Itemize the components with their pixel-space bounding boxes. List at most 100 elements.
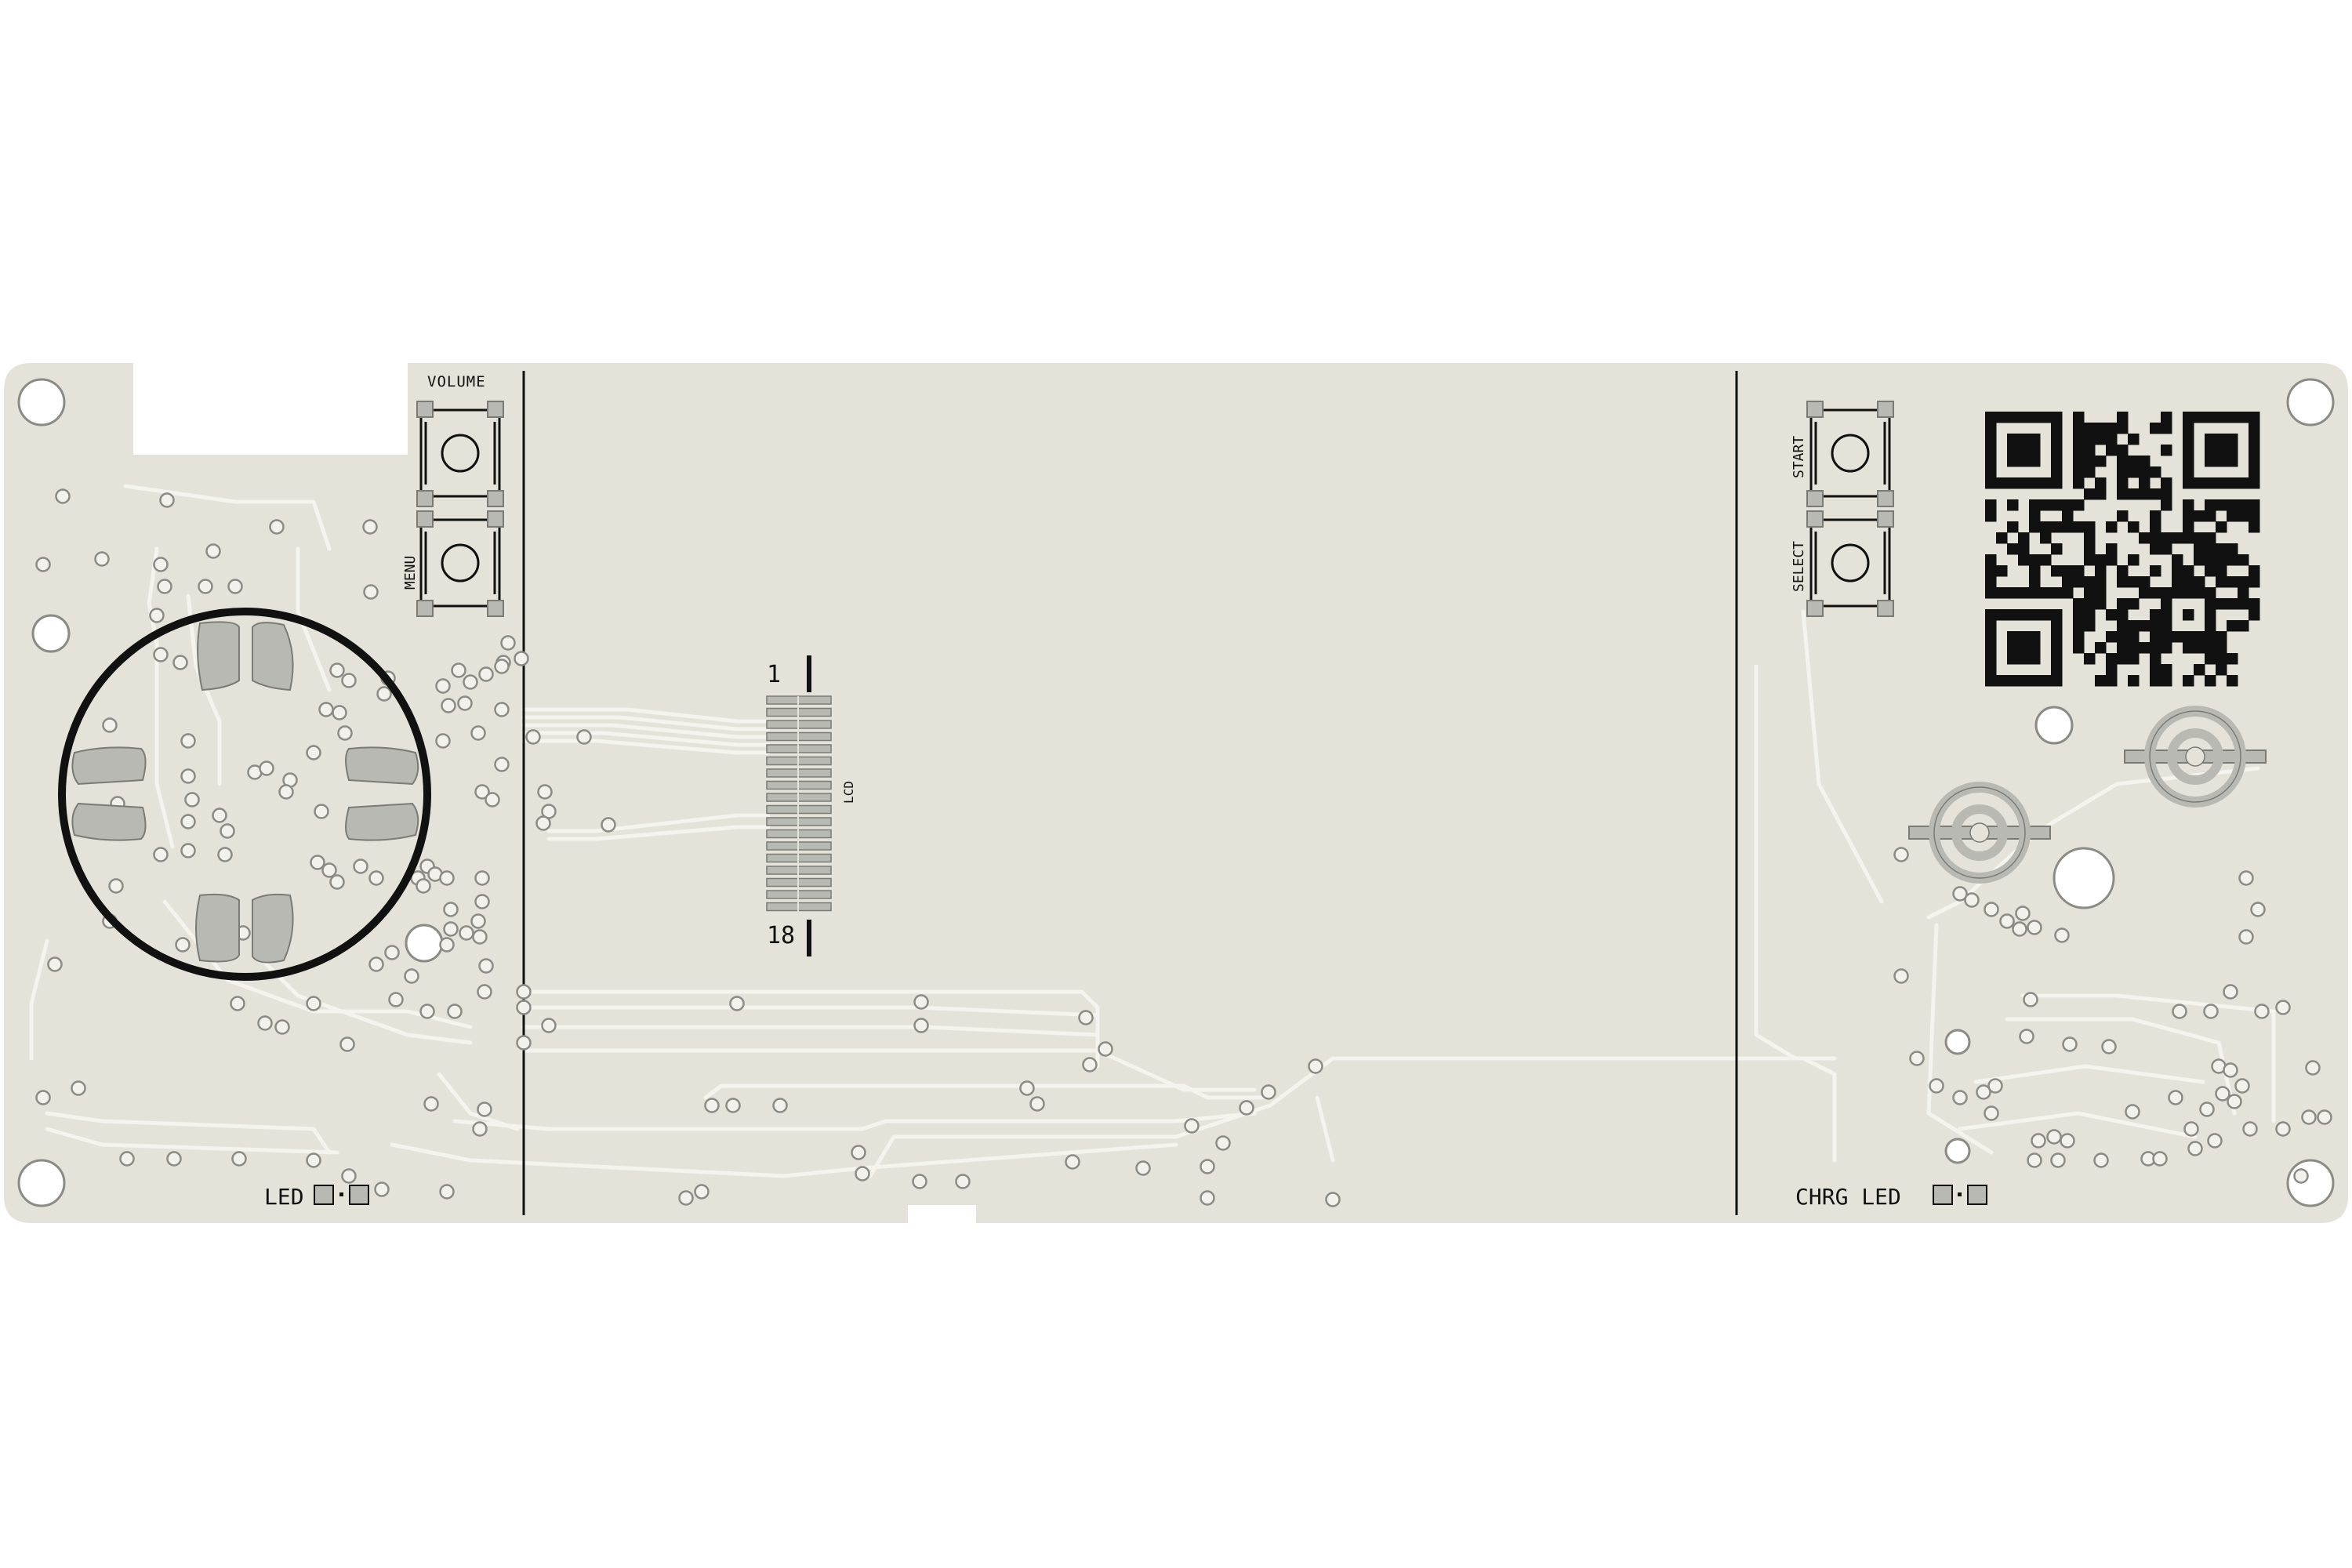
qr-module <box>2183 466 2194 478</box>
via-112 <box>341 1168 357 1184</box>
via-164 <box>2031 1133 2046 1149</box>
qr-module <box>2051 466 2063 478</box>
qr-module <box>2183 521 2194 533</box>
qr-module <box>2106 675 2118 687</box>
trace-31 <box>29 938 49 1061</box>
qr-module <box>2161 532 2172 544</box>
via-62 <box>314 804 329 819</box>
via-25 <box>463 674 478 690</box>
qr-module <box>2205 477 2216 489</box>
via-185 <box>2317 1109 2332 1125</box>
qr-module <box>2062 587 2074 599</box>
qr-module <box>2161 598 2172 610</box>
qr-module <box>2216 642 2227 654</box>
qr-module <box>2095 565 2107 577</box>
trace-30 <box>45 1127 339 1155</box>
speaker-pad-hole <box>1969 822 1990 843</box>
select-button-body <box>1809 518 1891 608</box>
via-32 <box>514 651 529 666</box>
qr-module <box>2150 466 2161 478</box>
via-49 <box>180 768 196 784</box>
lcd-pin-last: 18 <box>767 922 795 949</box>
qr-module <box>2205 675 2216 687</box>
qr-module <box>2029 587 2041 599</box>
via-35 <box>494 702 510 717</box>
qr-module <box>2117 598 2129 610</box>
qr-module <box>2084 456 2096 467</box>
led-dot-right <box>1958 1192 1962 1196</box>
trace-10 <box>521 1048 1257 1092</box>
qr-module <box>2084 434 2096 445</box>
qr-module <box>2194 510 2205 522</box>
trace-28 <box>123 484 332 551</box>
via-84 <box>71 1080 86 1096</box>
qr-module <box>2128 631 2140 643</box>
qr-module <box>2205 510 2216 522</box>
via-22 <box>337 725 353 741</box>
speaker-pad-ring-edge <box>2149 710 2241 803</box>
qr-module <box>2150 488 2161 500</box>
lcd-pin-first: 1 <box>767 661 781 688</box>
via-186 <box>2023 992 2038 1007</box>
select-button <box>1806 510 1894 617</box>
qr-module <box>2238 576 2249 588</box>
qr-module <box>2051 587 2063 599</box>
qr-module <box>2117 423 2129 434</box>
via-98 <box>447 1004 463 1019</box>
qr-module <box>2150 565 2161 577</box>
via-192 <box>2199 1102 2215 1117</box>
qr-module <box>2117 412 2129 423</box>
via-80 <box>472 929 488 945</box>
led-footprint-left <box>314 1185 369 1205</box>
qr-module <box>2106 434 2118 445</box>
trace-20 <box>1926 923 1994 1155</box>
speaker-pad-ring-edge <box>1933 786 2026 879</box>
via-194 <box>2293 1168 2309 1184</box>
via-127 <box>1078 1010 1094 1025</box>
menu-button-pad-0 <box>416 510 434 528</box>
qr-module <box>2117 609 2129 621</box>
volume-button-body <box>419 408 501 498</box>
qr-module <box>2205 631 2216 643</box>
via-165 <box>2027 1152 2042 1168</box>
via-144 <box>1964 892 1980 908</box>
qr-module <box>2073 609 2085 621</box>
qr-module <box>2018 543 2030 555</box>
qr-module <box>1985 576 1997 588</box>
volume-button-pad-1 <box>487 401 504 418</box>
via-149 <box>2027 920 2042 935</box>
qr-module <box>2161 609 2172 621</box>
via-117 <box>725 1098 741 1113</box>
qr-module <box>2216 653 2227 665</box>
qr-module <box>2227 653 2238 665</box>
qr-module <box>2106 653 2118 665</box>
via-48 <box>180 733 196 749</box>
via-55 <box>180 843 196 858</box>
via-119 <box>694 1184 710 1200</box>
via-169 <box>2093 1152 2109 1168</box>
via-19 <box>376 686 392 702</box>
qr-module <box>1985 565 1997 577</box>
tactile-buttons <box>416 401 1894 617</box>
via-89 <box>257 1015 273 1031</box>
qr-module <box>2117 510 2129 522</box>
qr-module <box>2029 456 2041 467</box>
via-116 <box>704 1098 720 1113</box>
qr-module <box>2150 587 2161 599</box>
via-166 <box>2050 1152 2066 1168</box>
qr-module <box>2161 587 2172 599</box>
via-63 <box>310 855 325 870</box>
qr-module <box>2095 554 2107 566</box>
mounting-holes <box>17 378 2335 1207</box>
via-135 <box>1200 1159 1215 1174</box>
via-43 <box>576 729 592 745</box>
qr-module <box>2051 456 2063 467</box>
qr-module <box>2018 532 2030 544</box>
qr-module <box>2216 543 2227 555</box>
via-102 <box>516 1000 532 1015</box>
via-81 <box>108 878 124 894</box>
trace-3 <box>521 731 771 747</box>
via-179 <box>2223 1062 2238 1078</box>
trace-4 <box>521 739 771 755</box>
